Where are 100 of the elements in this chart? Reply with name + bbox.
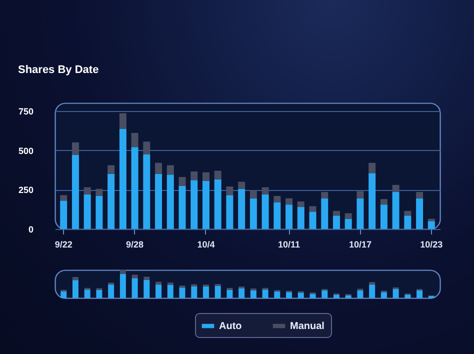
bar: [84, 194, 91, 229]
bar: [84, 187, 91, 194]
bar: [297, 206, 304, 229]
x-tick-label: 9/28: [126, 240, 144, 250]
x-tick-label: 10/4: [197, 240, 215, 250]
bar: [357, 290, 364, 298]
bar: [214, 170, 222, 180]
bar: [178, 186, 186, 229]
bar: [274, 202, 281, 229]
bar: [72, 154, 79, 229]
bar: [190, 180, 198, 229]
bar: [250, 290, 256, 298]
bar: [262, 290, 268, 298]
bar: [404, 294, 411, 298]
bar: [72, 142, 79, 155]
bar: [250, 190, 257, 198]
bar: [179, 288, 186, 298]
y-tick-label: 500: [18, 146, 34, 156]
bar: [321, 198, 328, 229]
bar: [190, 172, 198, 180]
bar: [166, 174, 174, 229]
bar: [238, 288, 245, 298]
bar: [226, 186, 234, 196]
bar: [250, 198, 257, 229]
legend-label: Auto: [219, 321, 242, 332]
bar: [322, 290, 328, 298]
bar: [368, 173, 376, 229]
bar: [226, 195, 234, 229]
bar: [144, 276, 150, 280]
bar: [262, 194, 269, 229]
bar: [286, 292, 292, 298]
bar: [416, 290, 423, 298]
bar: [119, 113, 126, 129]
bar: [96, 290, 102, 298]
bar: [333, 294, 340, 298]
bar: [60, 291, 67, 298]
bar: [310, 294, 316, 298]
bar: [84, 290, 90, 298]
bar: [309, 206, 316, 212]
bar: [380, 204, 388, 229]
bar: [368, 162, 376, 174]
y-tick-label: 750: [18, 106, 34, 116]
bar: [274, 292, 280, 298]
bar: [202, 180, 210, 229]
bar: [356, 198, 364, 229]
bar: [298, 292, 304, 298]
bar: [155, 174, 162, 229]
bar: [345, 295, 352, 298]
bar: [131, 147, 138, 229]
bar: [226, 290, 233, 298]
bar: [344, 213, 352, 219]
y-tick-label: 0: [28, 224, 34, 234]
bar: [132, 278, 138, 298]
bar: [60, 195, 68, 201]
bar: [131, 132, 138, 148]
bar: [60, 200, 68, 229]
x-tick-label: 9/22: [54, 240, 72, 250]
bar: [120, 270, 126, 274]
bar: [297, 201, 304, 207]
bar: [120, 274, 126, 298]
bar: [332, 216, 340, 229]
bar: [428, 221, 435, 229]
bar: [404, 210, 412, 216]
x-tick-label: 10/23: [420, 240, 443, 250]
x-tick-label: 10/17: [348, 240, 372, 250]
bar: [238, 188, 246, 229]
bar: [108, 174, 115, 229]
bar: [72, 277, 78, 280]
bar: [380, 199, 388, 205]
bar: [286, 204, 293, 229]
bar: [108, 284, 114, 298]
bar: [72, 280, 78, 298]
bar: [119, 128, 126, 229]
bar: [96, 196, 103, 229]
bar: [286, 198, 293, 205]
bar: [143, 142, 150, 154]
chart-title: Shares By Date: [18, 64, 99, 76]
bar: [274, 196, 281, 202]
bar: [155, 162, 162, 174]
bar: [96, 188, 103, 196]
bar: [167, 284, 174, 298]
bar: [392, 289, 399, 298]
legend-label: Manual: [290, 321, 325, 332]
bar: [369, 284, 376, 298]
bar: [143, 154, 150, 229]
bar: [108, 165, 115, 174]
bar: [404, 216, 412, 229]
bar: [332, 210, 340, 216]
bar: [416, 192, 424, 198]
bar: [214, 179, 222, 229]
bar: [309, 212, 316, 229]
bar: [344, 218, 352, 229]
bar: [178, 177, 186, 186]
bar: [321, 192, 328, 198]
bar: [416, 198, 424, 229]
bar: [214, 286, 221, 298]
bar: [166, 165, 174, 175]
bar: [380, 292, 387, 298]
y-tick-label: 250: [18, 185, 34, 196]
bar: [156, 282, 162, 285]
